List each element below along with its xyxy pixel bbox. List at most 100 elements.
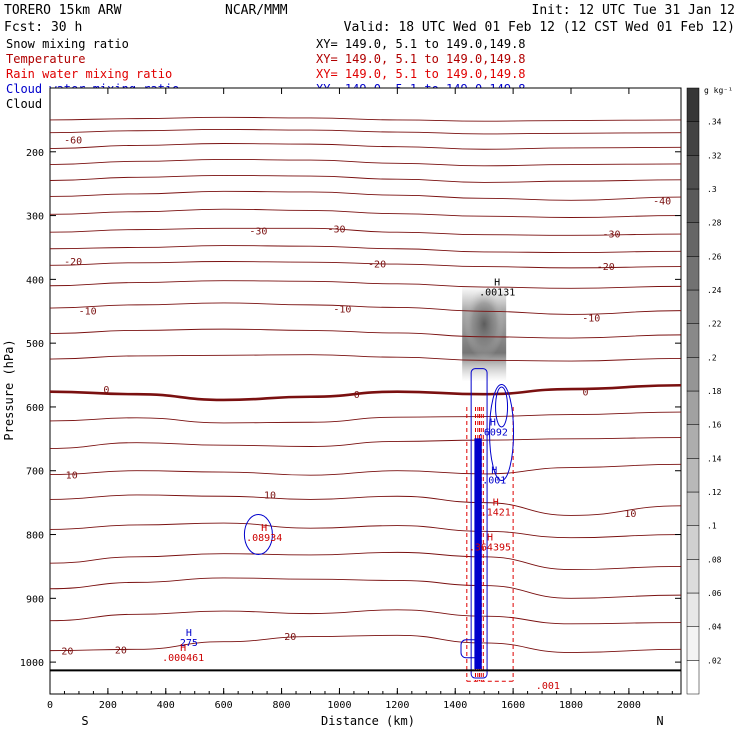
colorbar-label: .16 [707,421,722,430]
y-tick-label: 900 [26,594,44,605]
isotherm [49,354,682,362]
x-tick-label: 400 [157,700,175,711]
isotherm [49,158,682,167]
cloud-water-contour [470,368,488,679]
isotherm-label: 10 [264,490,276,501]
isotherm-label: -30 [603,229,621,240]
field-xy: XY= 149.0, 5.1 to 149.0,149.8 [316,52,526,66]
max-marker-label: H [491,465,497,476]
isotherm [49,129,682,135]
isotherm [49,522,682,539]
plot-frame [49,87,682,695]
colorbar-swatch [686,525,700,560]
max-marker-value: .1421 [481,507,511,518]
x-tick-label: 1600 [501,700,525,711]
isotherm [49,634,682,653]
colorbar-label: .26 [707,252,722,261]
colorbar-label: .24 [707,286,722,295]
x-end-label-north: N [656,714,663,728]
x-axis-label: Distance (km) [321,714,415,728]
colorbar-label: .02 [707,656,722,665]
cloud-water-contour [495,386,509,428]
isotherm-label: -30 [328,224,346,235]
x-tick-label: 1400 [443,700,467,711]
isotherm [49,280,682,289]
max-marker-label: H [493,497,499,508]
isotherm [49,494,682,516]
isotherm-label: -30 [249,226,267,237]
colorbar-swatch [686,289,700,324]
colorbar-label: .1 [707,522,717,531]
colorbar-swatch [686,155,700,190]
y-tick-label: 400 [26,275,44,286]
colorbar-label: .18 [707,387,722,396]
colorbar-swatch [686,491,700,526]
cloud-water-contour [489,383,515,481]
max-marker-value: .08934 [246,533,282,544]
isotherm [49,190,682,201]
colorbar-swatch [686,188,700,223]
colorbar-swatch [686,660,700,695]
colorbar-unit: g kg⁻¹ [704,86,733,95]
y-tick-label: 500 [26,339,44,350]
y-tick-label: 1000 [20,658,44,669]
x-tick-label: 800 [273,700,291,711]
colorbar-label: .12 [707,488,722,497]
x-tick-label: 0 [47,700,53,711]
colorbar-label: .04 [707,623,722,632]
forecast-hour: Fcst: 30 h [4,20,82,35]
isotherm-label: 0 [354,390,360,401]
max-marker-value: .001 [536,681,560,692]
isotherm [49,116,682,122]
isotherm-label: -20 [368,259,386,270]
isotherm [49,328,682,339]
colorbar-label: .06 [707,589,722,598]
x-end-label-south: S [81,714,88,728]
colorbar-swatch [686,424,700,459]
y-tick-label: 700 [26,467,44,478]
colorbar-swatch [686,121,700,156]
field-name: Rain water mixing ratio [6,67,172,81]
isotherm [49,261,682,269]
field-name: Snow mixing ratio [6,37,129,51]
isotherm-label: -20 [64,257,82,268]
isotherm [49,463,682,476]
isotherm-label: -10 [79,307,97,318]
isotherm [49,609,682,625]
colorbar: .02 .04 .06 .08 .1 .12 .14 .16 .18 .2 .22 .24 .26 .28… [686,87,722,695]
field-xy: XY= 149.0, 5.1 to 149.0,149.8 [316,37,526,51]
isotherm-zero [49,383,682,402]
isotherm [49,227,682,236]
y-tick-label: 300 [26,212,44,223]
model-title: TORERO 15km ARW [4,3,122,18]
x-tick-label: 600 [215,700,233,711]
colorbar-swatch [686,222,700,257]
isotherm [49,143,682,150]
max-marker-value: .001 [482,475,506,486]
isotherm-label: -10 [582,314,600,325]
colorbar-swatch [686,626,700,661]
colorbar-label: .32 [707,151,722,160]
colorbar-swatch [686,592,700,627]
max-marker-label: H [494,277,500,288]
y-tick-label: 800 [26,531,44,542]
max-marker-value: .00131 [479,287,515,298]
isotherm-label: 0 [103,385,109,396]
colorbar-label: .34 [707,118,722,127]
x-tick-label: 2000 [617,700,641,711]
isotherm [49,174,682,183]
isotherm [49,437,682,449]
colorbar-label: .3 [707,185,717,194]
x-tick-label: 200 [99,700,117,711]
x-tick-label: 1800 [559,700,583,711]
colorbar-label: .28 [707,219,722,228]
isotherm [49,411,682,424]
init-time: Init: 12 UTC Tue 31 Jan 12 [532,3,736,18]
colorbar-swatch [686,559,700,594]
y-axis-label: Pressure (hPa) [2,339,16,440]
cloud-water-core [474,438,482,669]
snow-core [464,289,505,360]
isotherm-label: -40 [653,196,671,207]
isotherm [49,245,682,254]
y-tick-label: 200 [26,148,44,159]
